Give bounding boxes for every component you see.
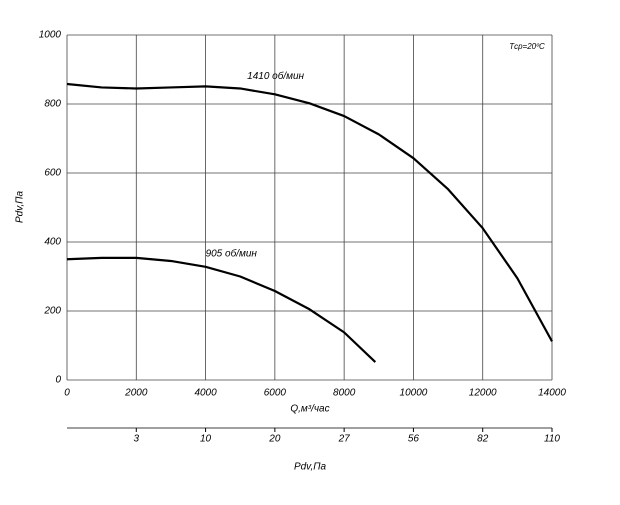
x-tick-label: 12000 [469, 388, 497, 399]
x-axis-label: Q,м³/час [290, 404, 329, 415]
x2-tick-label: 10 [200, 434, 212, 445]
x-tick-label: 4000 [194, 388, 217, 399]
line [66, 82, 553, 342]
y-tick-label: 1000 [39, 30, 62, 41]
y-tick-label: 600 [44, 168, 61, 179]
y-tick-label: 200 [43, 306, 61, 317]
x2-tick-label: 3 [134, 434, 140, 445]
x2-tick-label: 110 [544, 434, 560, 445]
x2-tick-label: 56 [408, 434, 420, 445]
x-tick-label: 8000 [333, 388, 356, 399]
x-tick-label: 2000 [124, 388, 148, 399]
y-axis-label: Pdv,Па [15, 191, 26, 224]
y-tick-label: 0 [55, 375, 61, 386]
x2-tick-label: 27 [338, 434, 351, 445]
y-tick-label: 800 [44, 99, 61, 110]
x-tick-label: 0 [64, 388, 70, 399]
line [66, 256, 377, 363]
annotation: Tср=20ºC [509, 42, 545, 51]
x2-axis-label: Pdv,Па [294, 462, 327, 473]
x-tick-label: 6000 [264, 388, 287, 399]
series-label: 1410 об/мин [247, 70, 304, 82]
x-tick-label: 14000 [538, 388, 566, 399]
series-label: 905 об/мин [206, 248, 258, 260]
x-tick-label: 10000 [400, 388, 428, 399]
x2-tick-label: 20 [268, 434, 281, 445]
x2-tick-label: 82 [477, 434, 489, 445]
y-tick-label: 400 [44, 237, 61, 248]
